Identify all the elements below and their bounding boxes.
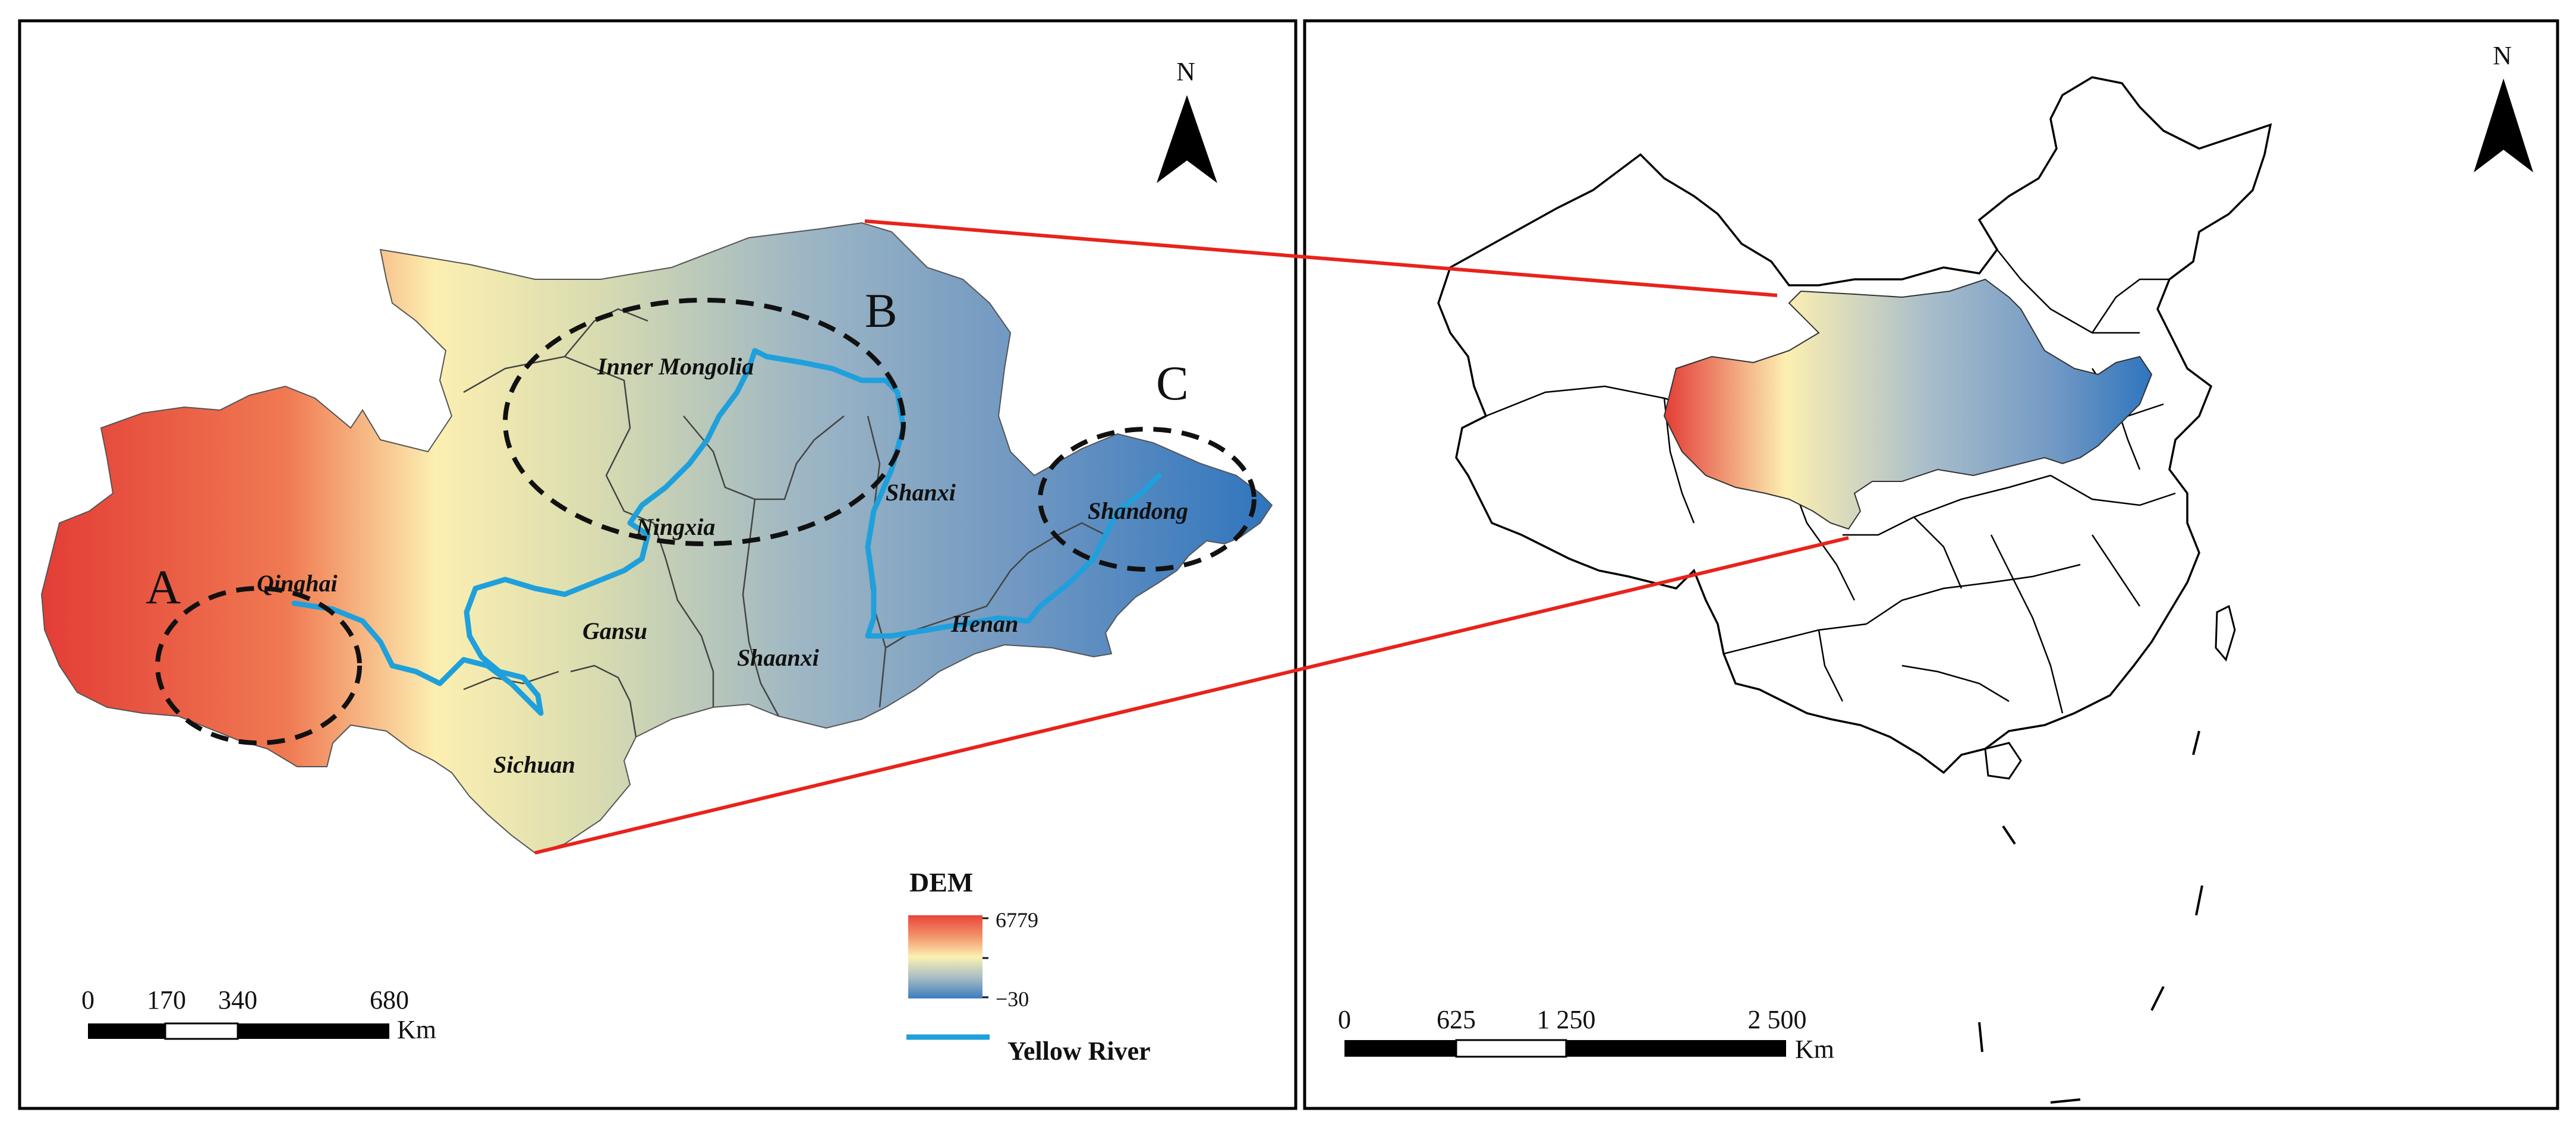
area-a-ellipse [155, 586, 362, 745]
label-gansu: Gansu [582, 618, 647, 644]
area-b-label: B [865, 283, 897, 338]
area-c-ellipse [1038, 427, 1256, 572]
scale-bar-left [88, 1022, 389, 1040]
left-panel-frame [18, 19, 1298, 1110]
hainan-island-shape [1984, 742, 2022, 780]
north-label-right: N [2493, 41, 2512, 70]
area-c-label: C [1156, 356, 1189, 410]
scale-right-unit: Km [1795, 1035, 1834, 1064]
dem-color-ramp [908, 915, 982, 998]
yellow-river-line [291, 348, 1162, 716]
label-ningxia: Ningxia [635, 513, 715, 540]
scale-right-tick-625: 625 [1437, 1005, 1476, 1034]
legend-river-label: Yellow River [1007, 1037, 1151, 1066]
area-b-ellipse [503, 298, 906, 546]
scale-bar-right [1344, 1039, 1786, 1058]
taiwan-island-shape [2215, 604, 2236, 662]
scale-right-tick-0: 0 [1338, 1005, 1351, 1034]
label-inner-mongolia: Inner Mongolia [597, 353, 754, 380]
legend-min-value: −30 [996, 987, 1029, 1011]
label-henan: Henan [950, 610, 1018, 637]
label-sichuan: Sichuan [493, 751, 575, 778]
scale-left-tick-680: 680 [370, 985, 409, 1015]
south-china-sea-dashes [1978, 730, 2203, 1104]
basin-highlight-shape [1663, 278, 2153, 530]
connector-lines [534, 219, 1849, 855]
scale-left-tick-0: 0 [81, 985, 95, 1015]
legend-title: DEM [909, 867, 973, 897]
legend-max-value: 6779 [996, 908, 1038, 932]
north-arrow-right-icon [2474, 78, 2533, 172]
area-a-label: A [146, 560, 181, 614]
right-panel-frame [1303, 19, 2559, 1110]
north-label-left: N [1176, 57, 1195, 86]
label-shandong: Shandong [1088, 497, 1188, 524]
scale-left-unit: Km [397, 1015, 436, 1044]
scale-right-tick-1250: 1 250 [1537, 1005, 1596, 1034]
scale-left-tick-170: 170 [147, 985, 186, 1015]
label-shaanxi: Shaanxi [737, 644, 819, 671]
scale-right-tick-2500: 2 500 [1748, 1005, 1807, 1034]
china-province-boundaries [1485, 249, 2176, 714]
label-shanxi: Shanxi [886, 479, 956, 506]
north-arrow-left-icon [1157, 95, 1217, 183]
scale-left-tick-340: 340 [218, 985, 257, 1015]
